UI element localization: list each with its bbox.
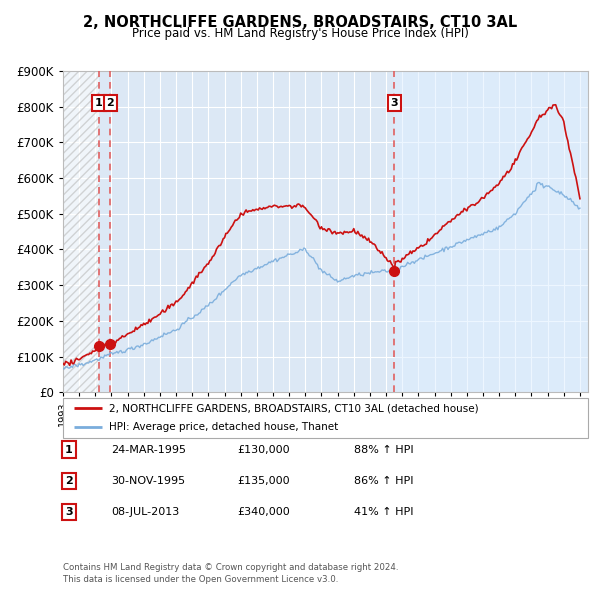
Text: £340,000: £340,000 — [237, 507, 290, 517]
Text: 1: 1 — [95, 98, 103, 108]
Text: 08-JUL-2013: 08-JUL-2013 — [111, 507, 179, 517]
Bar — [63, 71, 99, 392]
Text: 88% ↑ HPI: 88% ↑ HPI — [354, 445, 413, 454]
Text: Contains HM Land Registry data © Crown copyright and database right 2024.
This d: Contains HM Land Registry data © Crown c… — [63, 563, 398, 584]
Text: 2, NORTHCLIFFE GARDENS, BROADSTAIRS, CT10 3AL: 2, NORTHCLIFFE GARDENS, BROADSTAIRS, CT1… — [83, 15, 517, 30]
Bar — [394, 71, 588, 392]
Text: 1: 1 — [65, 445, 73, 454]
Text: 2, NORTHCLIFFE GARDENS, BROADSTAIRS, CT10 3AL (detached house): 2, NORTHCLIFFE GARDENS, BROADSTAIRS, CT1… — [109, 404, 479, 414]
Text: £130,000: £130,000 — [237, 445, 290, 454]
Text: 24-MAR-1995: 24-MAR-1995 — [111, 445, 186, 454]
Text: 3: 3 — [65, 507, 73, 517]
Text: 2: 2 — [65, 476, 73, 486]
Text: 2: 2 — [106, 98, 114, 108]
Text: £135,000: £135,000 — [237, 476, 290, 486]
Text: 30-NOV-1995: 30-NOV-1995 — [111, 476, 185, 486]
Text: 41% ↑ HPI: 41% ↑ HPI — [354, 507, 413, 517]
Text: Price paid vs. HM Land Registry's House Price Index (HPI): Price paid vs. HM Land Registry's House … — [131, 27, 469, 40]
Text: 86% ↑ HPI: 86% ↑ HPI — [354, 476, 413, 486]
FancyBboxPatch shape — [63, 398, 588, 438]
Text: 3: 3 — [391, 98, 398, 108]
Text: HPI: Average price, detached house, Thanet: HPI: Average price, detached house, Than… — [109, 422, 338, 432]
